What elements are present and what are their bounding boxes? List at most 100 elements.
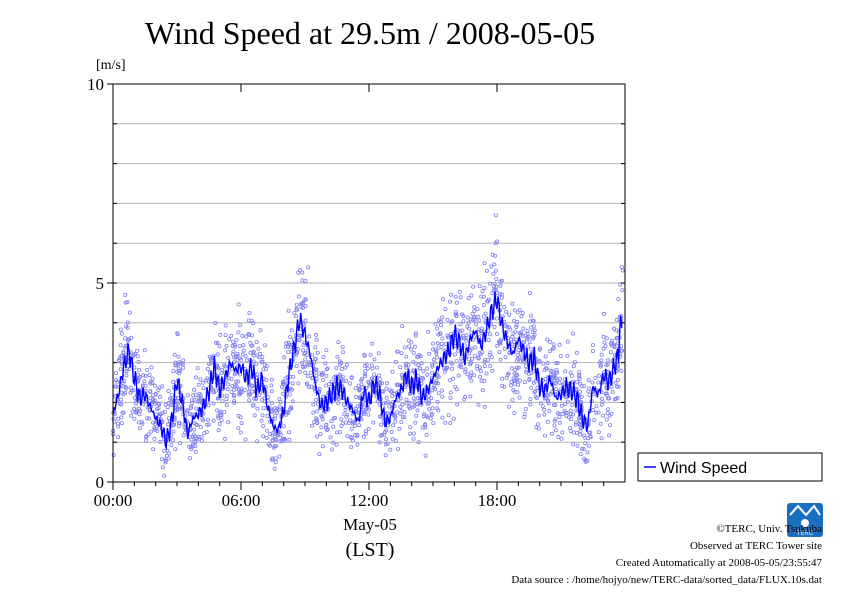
sample-point <box>115 379 120 384</box>
sample-point <box>215 408 220 413</box>
sample-point <box>142 348 147 353</box>
sample-point <box>255 439 260 444</box>
sample-point <box>366 412 371 417</box>
sample-point <box>124 369 129 374</box>
sample-point <box>217 410 222 415</box>
sample-point <box>461 333 466 338</box>
sample-point <box>413 361 418 366</box>
sample-point <box>430 362 435 367</box>
sample-point <box>365 366 370 371</box>
sample-point <box>251 349 256 354</box>
sample-point <box>486 338 491 343</box>
sample-point <box>581 447 586 452</box>
sample-point <box>151 447 156 452</box>
sample-point <box>395 383 400 388</box>
sample-point <box>457 364 462 369</box>
sample-point <box>543 354 548 359</box>
sample-point <box>607 433 612 438</box>
sample-point <box>189 398 194 403</box>
sample-point <box>493 288 498 293</box>
sample-point <box>609 341 614 346</box>
sample-point <box>116 435 121 440</box>
sample-point <box>344 378 349 383</box>
sample-point <box>427 351 432 356</box>
sample-point <box>615 384 620 389</box>
sample-point <box>154 412 159 417</box>
sample-point <box>432 383 437 388</box>
sample-point <box>270 432 275 437</box>
sample-point <box>152 427 157 432</box>
sample-point <box>596 430 601 435</box>
sample-point <box>381 389 386 394</box>
sample-point <box>237 344 242 349</box>
sample-point <box>205 366 210 371</box>
sample-point <box>452 352 457 357</box>
sample-point <box>224 397 229 402</box>
sample-point <box>461 319 466 324</box>
sample-point <box>374 365 379 370</box>
sample-point <box>494 331 499 336</box>
sample-point <box>510 346 515 351</box>
sample-point <box>206 361 211 366</box>
sample-point <box>118 327 123 332</box>
sample-point <box>435 399 440 404</box>
sample-point <box>375 399 380 404</box>
x-tick-label: 12:00 <box>350 491 389 510</box>
sample-point <box>443 341 448 346</box>
sample-point <box>481 302 486 307</box>
sample-point <box>247 310 252 315</box>
sample-point <box>406 404 411 409</box>
sample-point <box>412 400 417 405</box>
sample-point <box>216 428 221 433</box>
sample-point <box>547 408 552 413</box>
sample-point <box>157 412 162 417</box>
sample-point <box>358 387 363 392</box>
sample-point <box>438 331 443 336</box>
sample-point <box>591 407 596 412</box>
sample-point <box>456 373 461 378</box>
sample-point <box>301 342 306 347</box>
sample-point <box>160 465 165 470</box>
sample-point <box>162 473 167 478</box>
sample-point <box>212 390 217 395</box>
sample-point <box>224 393 229 398</box>
sample-point <box>222 410 227 415</box>
sample-point <box>540 404 545 409</box>
sample-point <box>349 375 354 380</box>
sample-point <box>533 394 538 399</box>
sample-point <box>528 402 533 407</box>
sample-point <box>568 370 573 375</box>
sample-point <box>378 433 383 438</box>
sample-point <box>164 453 169 458</box>
y-unit-label: [m/s] <box>96 58 126 73</box>
sample-point <box>493 241 498 246</box>
sample-point <box>363 429 368 434</box>
sample-point <box>565 353 570 358</box>
sample-point <box>473 353 478 358</box>
sample-point <box>605 411 610 416</box>
sample-point <box>162 448 167 453</box>
sample-point <box>286 308 291 313</box>
sample-point <box>578 432 583 437</box>
sample-point <box>395 349 400 354</box>
sample-point <box>483 311 488 316</box>
sample-point <box>564 410 569 415</box>
sample-point <box>493 268 498 273</box>
sample-point <box>577 370 582 375</box>
sample-point <box>303 370 308 375</box>
sample-point <box>381 418 386 423</box>
sample-point <box>349 426 354 431</box>
sample-point <box>436 332 441 337</box>
sample-point <box>166 388 171 393</box>
sample-point <box>522 415 527 420</box>
sample-point <box>300 270 305 275</box>
sample-point <box>538 401 543 406</box>
sample-point <box>411 431 416 436</box>
sample-point <box>482 285 487 290</box>
sample-point <box>193 375 198 380</box>
sample-point <box>536 413 541 418</box>
x-tick-label: 18:00 <box>478 491 517 510</box>
sample-point <box>615 395 620 400</box>
sample-point <box>321 354 326 359</box>
logo-text: TERC <box>797 531 814 537</box>
